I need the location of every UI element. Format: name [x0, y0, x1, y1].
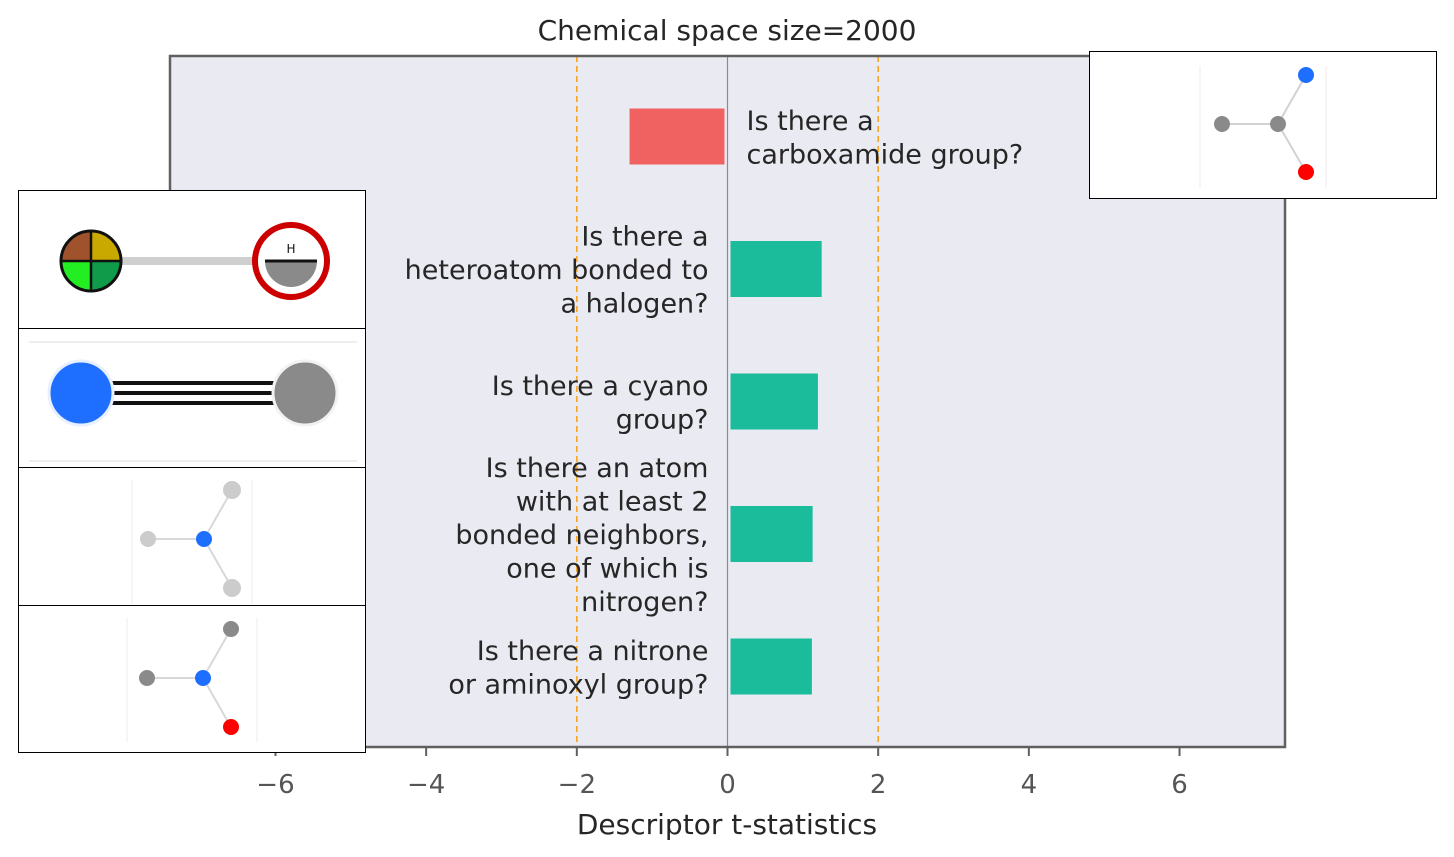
x-tick-label: 2 — [870, 770, 887, 800]
bar — [629, 108, 725, 165]
nitrogen-atom — [195, 670, 211, 686]
carbon-atom — [139, 670, 155, 686]
carbon-atom — [1270, 116, 1286, 132]
heteroatom-halogen-structure-inset: H — [18, 190, 366, 330]
carboxamide-structure-icon — [1199, 66, 1327, 188]
x-tick-label: 6 — [1171, 770, 1188, 800]
chart-title: Chemical space size=2000 — [538, 14, 917, 47]
nitrone-aminoxyl-structure-icon — [126, 618, 258, 742]
nitrogen-atom — [196, 531, 212, 547]
x-tick-label: −2 — [558, 770, 596, 800]
carbon-atom — [223, 621, 239, 637]
category-label: Is there a heteroatom bonded to a halogen? — [405, 222, 709, 320]
bar — [730, 506, 813, 562]
nitrogen-atom — [1298, 67, 1314, 83]
x-tick-label: −6 — [256, 770, 294, 800]
carbon-atom — [271, 359, 339, 427]
oxygen-atom — [223, 719, 239, 735]
nitrogen-neighbors-structure-inset — [18, 467, 366, 607]
x-tick-label: −4 — [407, 770, 445, 800]
nitrone-aminoxyl-structure-inset — [18, 605, 366, 753]
category-label: Is there a carboxamide group? — [747, 106, 1024, 171]
category-label: Is there a nitrone or aminoxyl group? — [448, 636, 708, 701]
carbon-atom — [1214, 116, 1230, 132]
nitrogen-neighbors-structure-icon — [131, 480, 253, 604]
x-tick-label: 4 — [1021, 770, 1038, 800]
bar — [730, 373, 818, 430]
category-label: Is there a cyano group? — [492, 371, 709, 436]
carboxamide-structure-inset — [1089, 51, 1437, 199]
light-atom — [140, 531, 156, 547]
bar — [730, 241, 822, 297]
cyano-structure-inset — [18, 328, 366, 469]
bar — [730, 638, 812, 695]
x-tick-label: 0 — [719, 770, 736, 800]
oxygen-atom — [1298, 164, 1314, 180]
cyano-structure-icon — [29, 341, 357, 462]
x-axis-label: Descriptor t-statistics — [577, 808, 877, 841]
hydrogen-glyph: H — [286, 242, 295, 256]
light-atom — [223, 579, 241, 597]
light-atom — [223, 481, 241, 499]
nitrogen-atom — [47, 359, 115, 427]
heteroatom-halogen-structure-icon: H — [59, 222, 330, 300]
category-label: Is there an atom with at least 2 bonded ne… — [455, 453, 708, 618]
